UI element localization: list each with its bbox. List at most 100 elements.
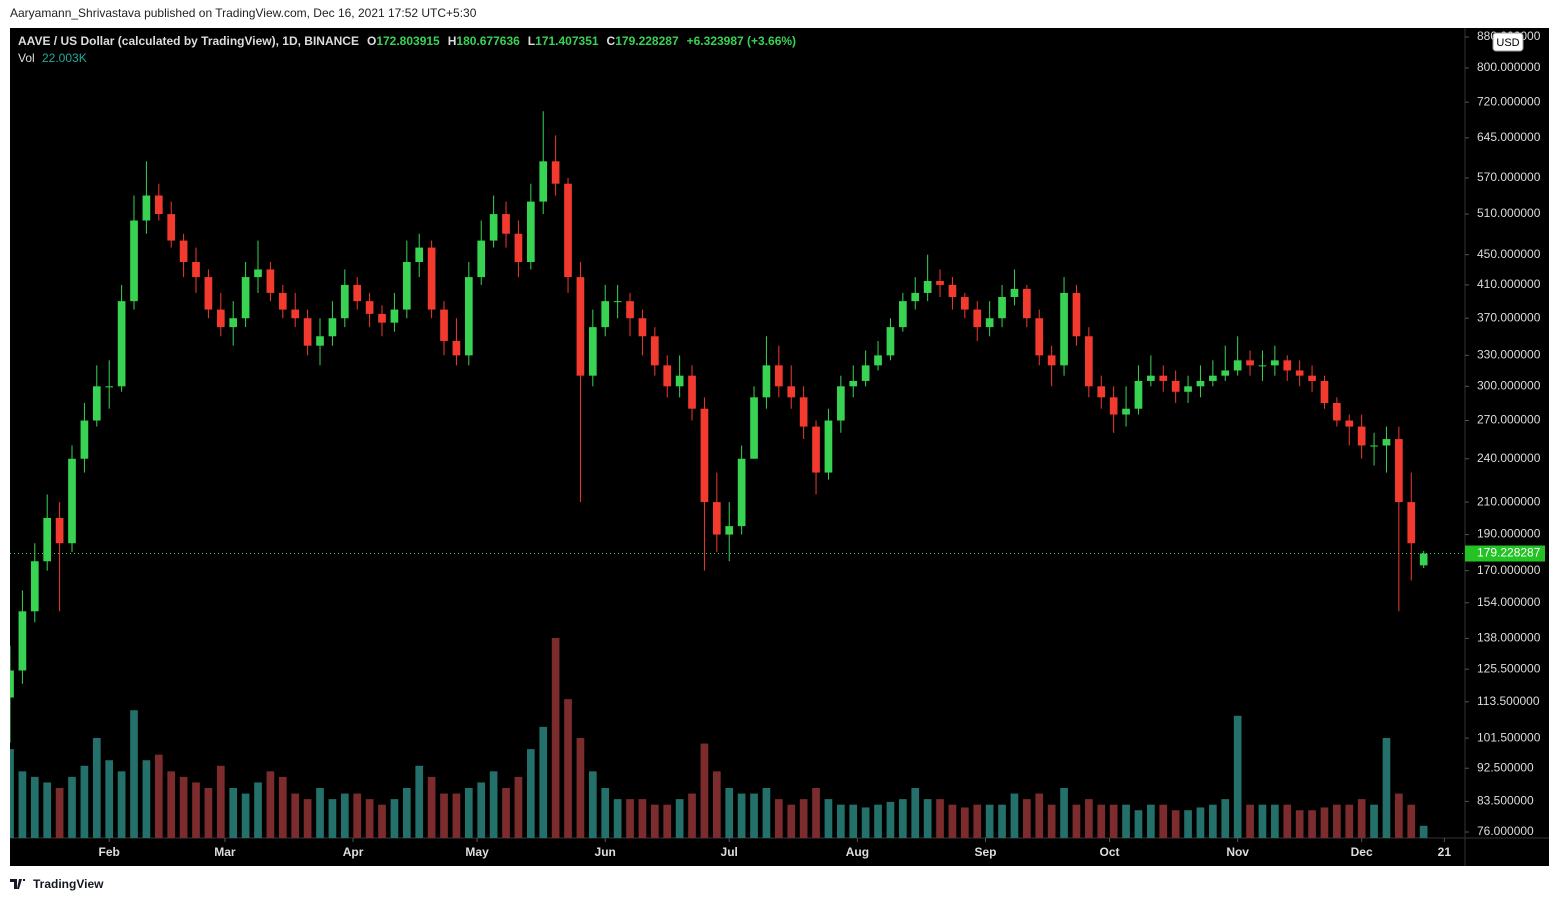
volume-bar xyxy=(650,804,659,838)
volume-bar xyxy=(130,710,138,838)
x-tick-label: Oct xyxy=(1100,845,1120,859)
volume-bar xyxy=(998,804,1006,838)
volume-bar xyxy=(1308,810,1316,838)
volume-bar xyxy=(204,788,213,838)
candle-body xyxy=(266,269,275,293)
volume-bar xyxy=(1271,804,1279,838)
volume-bar xyxy=(762,788,771,838)
candle-body xyxy=(43,517,52,562)
volume-bar xyxy=(1184,810,1192,838)
volume-bar xyxy=(1295,810,1304,838)
candle-body xyxy=(167,214,176,241)
candle-body xyxy=(427,247,436,310)
volume-bar xyxy=(1035,793,1044,838)
y-tick-label: 170.000000 xyxy=(1477,563,1541,577)
candle-body xyxy=(812,426,820,473)
volume-bar xyxy=(812,788,820,838)
candle-body xyxy=(353,284,362,302)
y-tick-label: 510.000000 xyxy=(1477,206,1541,220)
currency-label: USD xyxy=(1496,37,1519,49)
y-tick-label: 138.000000 xyxy=(1477,631,1541,645)
candle-body xyxy=(1370,445,1378,447)
volume-bar xyxy=(1333,804,1341,838)
candle-body xyxy=(1159,375,1168,381)
x-tick-label: Jul xyxy=(721,845,738,859)
candle-body xyxy=(291,309,300,319)
volume-bar xyxy=(1209,804,1217,838)
axes: 880.000000800.000000720.000000645.000000… xyxy=(10,29,1545,859)
volume-bar xyxy=(316,788,324,838)
volume-bar xyxy=(836,804,845,838)
candle-body xyxy=(489,214,498,241)
candle-body xyxy=(564,183,572,278)
candle-body xyxy=(985,318,994,328)
candle-body xyxy=(1333,402,1341,421)
volume-bar xyxy=(278,776,287,838)
candle-body xyxy=(192,261,200,278)
candle-body xyxy=(464,277,473,356)
ohlc-letter: L xyxy=(528,34,535,48)
y-tick-label: 410.000000 xyxy=(1477,277,1541,291)
volume-bar xyxy=(241,793,250,838)
candle-body xyxy=(849,380,858,387)
volume-bar xyxy=(365,799,374,838)
volume-bar xyxy=(477,782,486,838)
ohlc-value: 172.803915 xyxy=(376,34,440,48)
candle-body xyxy=(1320,380,1329,403)
volume-legend-value: 22.003K xyxy=(42,51,87,65)
volume-bar xyxy=(266,771,275,838)
candle-body xyxy=(787,386,796,398)
volume-bar xyxy=(353,793,362,838)
candle-body xyxy=(241,277,250,319)
candle-body xyxy=(340,284,349,319)
volume-bar xyxy=(613,799,622,838)
candle-body xyxy=(179,240,188,262)
candle-body xyxy=(502,214,510,234)
candle-body xyxy=(874,355,882,366)
y-tick-label: 645.000000 xyxy=(1477,130,1541,144)
candle-body xyxy=(700,408,709,503)
candle-layer xyxy=(10,111,1428,743)
candle-body xyxy=(92,386,101,421)
candle-body xyxy=(1395,439,1403,503)
candle-body xyxy=(638,318,647,337)
volume-bar xyxy=(440,793,448,838)
candle-body xyxy=(229,318,238,328)
y-tick-label: 83.500000 xyxy=(1477,794,1534,808)
candle-body xyxy=(1196,380,1205,387)
candle-body xyxy=(1295,370,1304,376)
x-tick-label: Apr xyxy=(343,845,364,859)
candle-body xyxy=(390,309,399,323)
ohlc-value: 180.677636 xyxy=(456,34,520,48)
volume-bar xyxy=(824,799,833,838)
candle-body xyxy=(415,247,424,262)
y-tick-label: 190.000000 xyxy=(1477,527,1541,541)
candle-body xyxy=(663,365,672,387)
volume-bar xyxy=(1320,807,1329,838)
volume-bar xyxy=(1395,793,1403,838)
volume-bar xyxy=(564,699,572,838)
volume-bar xyxy=(973,804,982,838)
volume-layer xyxy=(10,638,1428,838)
chart-title: AAVE / US Dollar (calculated by TradingV… xyxy=(18,34,359,48)
candle-body xyxy=(675,375,684,387)
volume-bar xyxy=(626,799,634,838)
volume-bar xyxy=(923,799,932,838)
candle-body xyxy=(117,301,126,387)
volume-bar xyxy=(601,788,610,838)
volume-bar xyxy=(489,771,498,838)
volume-bar xyxy=(68,776,76,838)
volume-bar xyxy=(167,771,176,838)
volume-bar xyxy=(576,738,585,838)
volume-bar xyxy=(427,776,436,838)
x-tick-label: Mar xyxy=(214,845,236,859)
volume-bar xyxy=(1419,825,1428,838)
volume-bar xyxy=(1134,810,1143,838)
candle-body xyxy=(898,301,907,328)
volume-bar xyxy=(1109,804,1118,838)
volume-bar xyxy=(30,776,39,838)
candle-body xyxy=(1109,397,1118,415)
volume-bar xyxy=(192,782,200,838)
volume-bar xyxy=(526,749,535,838)
volume-bar xyxy=(303,799,312,838)
